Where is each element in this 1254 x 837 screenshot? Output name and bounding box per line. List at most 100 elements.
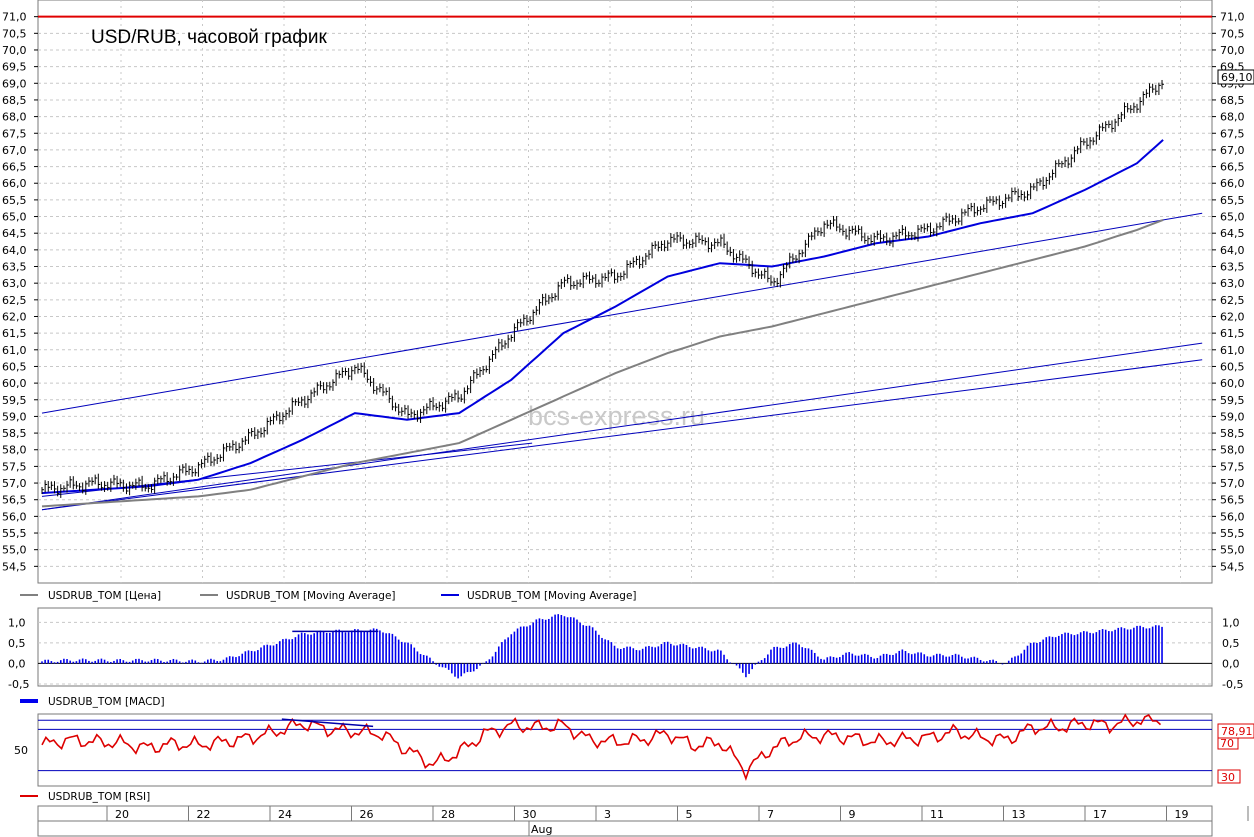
price-tick-label-left: 62,0 (2, 310, 27, 323)
rsi-annotation-line (281, 718, 374, 728)
trend-line (41, 342, 1203, 511)
price-tick-label-left: 68,0 (2, 111, 27, 124)
moving-average-slow-line (41, 218, 1164, 508)
moving-averages (41, 139, 1164, 508)
price-tick-label-left: 63,0 (2, 277, 27, 290)
x-axis-day-label: 30 (523, 808, 537, 821)
price-tick-label-left: 60,0 (2, 377, 27, 390)
price-panel-frame (37, 0, 1213, 584)
price-tick-label-right: 58,5 (1220, 427, 1245, 440)
x-axis-day-label: 9 (849, 808, 856, 821)
price-tick-label-left: 67,0 (2, 144, 27, 157)
rsi-line (41, 713, 1162, 782)
last-price-box (1217, 69, 1254, 85)
price-tick-label-right: 55,5 (1220, 527, 1245, 540)
x-axis-labels: 20222426283035791113171921 (106, 806, 1249, 821)
price-tick-label-left: 71,0 (2, 11, 27, 24)
chart-title: USD/RUB, часовой график (91, 27, 327, 48)
price-tick-label-right: 65,5 (1220, 194, 1245, 207)
price-tick-label-right: 63,0 (1220, 277, 1245, 290)
x-axis-day-label: 24 (278, 808, 292, 821)
macd-tick-label-left: 1,0 (8, 616, 26, 629)
macd-tick-label-right: 0,0 (1222, 657, 1240, 670)
price-tick-label-left: 55,5 (2, 527, 27, 540)
price-tick-label-left: 61,0 (2, 344, 27, 357)
price-tick-label-left: 63,5 (2, 261, 27, 274)
x-axis-day-label: 26 (360, 808, 374, 821)
legend-ma-slow: USDRUB_TOM [Moving Average] (226, 590, 396, 602)
last-price-label: 69,10 (1221, 71, 1253, 84)
price-tick-label-right: 56,0 (1220, 510, 1245, 523)
rsi-line (41, 713, 1162, 782)
price-tick-label-right: 63,5 (1220, 261, 1245, 274)
rsi-70-box (1217, 737, 1239, 750)
price-tick-label-left: 61,5 (2, 327, 27, 340)
x-axis-day-label: 22 (197, 808, 211, 821)
price-tick-label-left: 66,0 (2, 177, 27, 190)
macd-tick-label-right: 1,0 (1222, 616, 1240, 629)
price-tick-label-right: 68,5 (1220, 94, 1245, 107)
price-tick-label-left: 67,5 (2, 127, 27, 140)
legend-rsi: USDRUB_TOM [RSI] (48, 791, 150, 803)
x-axis-day-label: 20 (115, 808, 129, 821)
x-axis-day-label: 28 (441, 808, 455, 821)
macd-legend: USDRUB_TOM [MACD] (20, 696, 165, 708)
price-tick-label-left: 68,5 (2, 94, 27, 107)
macd-panel-frame (37, 607, 1213, 687)
trend-lines (38, 15, 1212, 511)
legend-ma-fast: USDRUB_TOM [Moving Average] (467, 590, 637, 602)
price-tick-label-right: 67,5 (1220, 127, 1245, 140)
price-tick-label-right: 67,0 (1220, 144, 1245, 157)
price-tick-label-left: 70,5 (2, 27, 27, 40)
trend-line (41, 212, 1203, 414)
price-tick-label-left: 59,0 (2, 410, 27, 423)
price-tick-label-right: 71,0 (1220, 11, 1245, 24)
rsi-tick-label: 50 (14, 744, 28, 757)
price-tick-label-right: 60,0 (1220, 377, 1245, 390)
price-tick-label-left: 58,5 (2, 427, 27, 440)
rsi-panel-frame (37, 713, 1213, 787)
price-tick-label-right: 64,5 (1220, 227, 1245, 240)
price-tick-label-left: 64,5 (2, 227, 27, 240)
legend-macd: USDRUB_TOM [MACD] (48, 696, 165, 708)
rsi-current-label: 78,91 (1221, 725, 1253, 738)
moving-average-fast-line (41, 139, 1164, 495)
macd-tick-label-left: 0,5 (8, 637, 26, 650)
price-tick-label-right: 57,5 (1220, 460, 1245, 473)
x-axis-day-label: 7 (767, 808, 774, 821)
price-tick-label-right: 64,0 (1220, 244, 1245, 257)
price-tick-label-right: 66,0 (1220, 177, 1245, 190)
price-tick-label-left: 54,5 (2, 560, 27, 573)
trend-line (41, 359, 1203, 511)
macd-tick-label-right: -0,5 (1222, 678, 1243, 691)
price-tick-label-left: 64,0 (2, 244, 27, 257)
x-axis-day-label: 19 (1175, 808, 1189, 821)
x-axis-day-label: 17 (1093, 808, 1107, 821)
price-tick-label-right: 68,0 (1220, 111, 1245, 124)
price-tick-label-right: 70,0 (1220, 44, 1245, 57)
price-tick-label-right: 57,0 (1220, 477, 1245, 490)
price-tick-label-right: 70,5 (1220, 27, 1245, 40)
x-axis-day-label: 11 (930, 808, 944, 821)
price-tick-label-right: 55,0 (1220, 544, 1245, 557)
price-tick-label-left: 55,0 (2, 544, 27, 557)
price-tick-label-left: 56,0 (2, 510, 27, 523)
price-tick-label-left: 59,5 (2, 394, 27, 407)
price-tick-label-left: 69,0 (2, 77, 27, 90)
price-tick-label-left: 56,5 (2, 494, 27, 507)
y-tick-labels: 71,071,070,570,570,070,069,569,569,069,0… (2, 11, 1245, 757)
price-tick-label-left: 60,5 (2, 360, 27, 373)
price-tick-label-right: 54,5 (1220, 560, 1245, 573)
gridlines (38, 0, 1212, 772)
price-tick-label-left: 65,0 (2, 211, 27, 224)
x-axis-day-label: 13 (1012, 808, 1026, 821)
price-tick-label-right: 58,0 (1220, 444, 1245, 457)
price-tick-label-left: 62,5 (2, 294, 27, 307)
price-tick-label-left: 57,0 (2, 477, 27, 490)
price-tick-label-right: 66,5 (1220, 161, 1245, 174)
price-legend: USDRUB_TOM [Цена] USDRUB_TOM [Moving Ave… (20, 590, 637, 602)
macd-tick-label-left: -0,5 (8, 678, 29, 691)
macd-tick-label-left: 0,0 (8, 657, 26, 670)
rsi-70-label: 70 (1220, 737, 1234, 750)
